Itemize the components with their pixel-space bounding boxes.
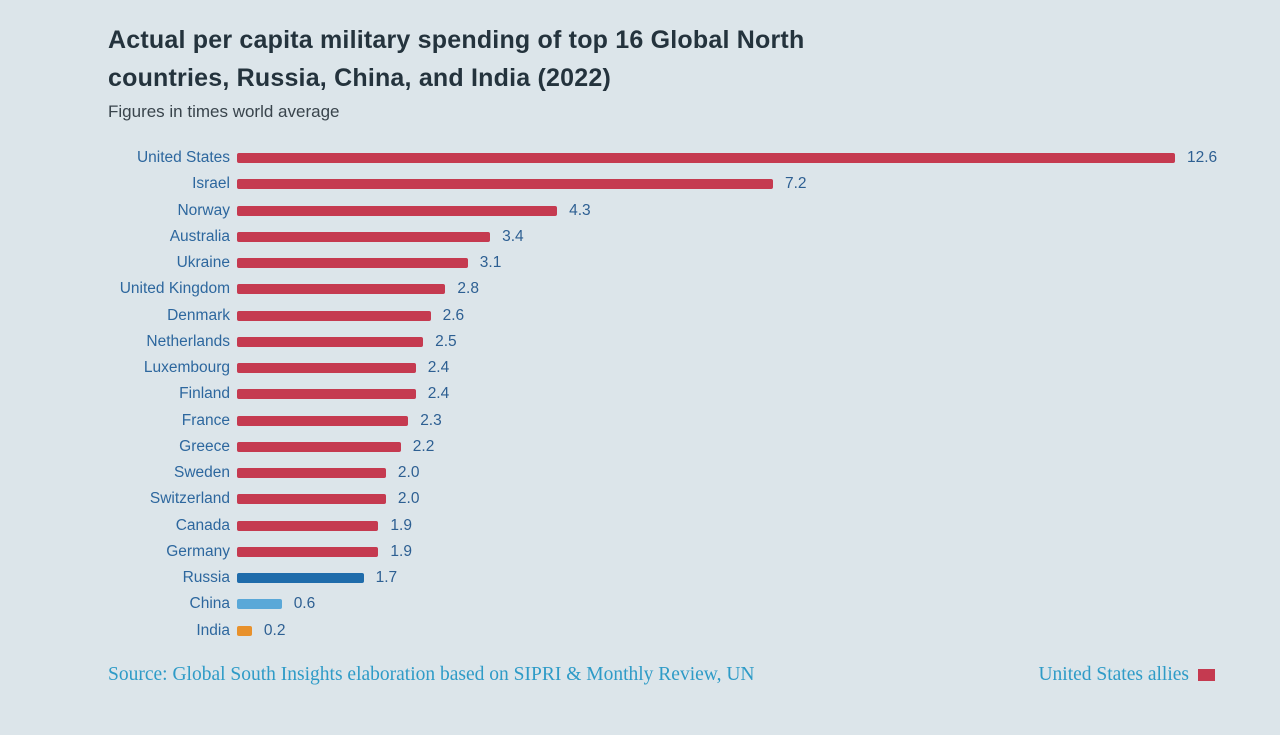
country-label: United Kingdom — [119, 280, 230, 298]
country-label: Canada — [175, 516, 230, 534]
value-label: 1.9 — [390, 542, 412, 560]
value-label: 3.1 — [479, 254, 502, 272]
chart-row: Netherlands 2.5 — [100, 329, 1217, 355]
country-label: Ukraine — [176, 254, 230, 272]
value-label: 2.0 — [397, 490, 420, 508]
bar — [237, 494, 386, 505]
chart-row: France 2.3 — [100, 408, 1217, 434]
bar — [237, 599, 282, 610]
value-label: 1.7 — [375, 569, 398, 587]
country-label: Denmark — [167, 306, 230, 324]
value-label: 0.2 — [263, 621, 286, 639]
chart-header: Actual per capita military spending of t… — [108, 21, 804, 122]
chart-title-line2: countries, Russia, China, and India (202… — [108, 64, 611, 92]
chart-row: Germany 1.9 — [100, 539, 1217, 565]
source-note: Source: Global South Insights elaboratio… — [108, 664, 755, 685]
bar — [237, 231, 491, 242]
bar — [237, 153, 1175, 164]
bar — [237, 363, 416, 374]
bar — [237, 258, 468, 269]
value-label: 2.0 — [397, 464, 420, 482]
chart-row: Finland 2.4 — [100, 381, 1217, 407]
chart-row: Ukraine 3.1 — [100, 250, 1217, 276]
bar — [237, 625, 252, 636]
bar — [237, 179, 773, 190]
country-label: Luxembourg — [143, 359, 230, 377]
bar — [237, 310, 431, 321]
bar — [237, 468, 386, 479]
chart-subtitle: Figures in times world average — [108, 102, 340, 121]
chart-row: Luxembourg 2.4 — [100, 355, 1217, 381]
chart-row: Australia 3.4 — [100, 224, 1217, 250]
chart-row: Norway 4.3 — [100, 198, 1217, 224]
country-label: Switzerland — [149, 490, 230, 508]
country-label: Germany — [166, 542, 230, 560]
country-label: Sweden — [173, 464, 230, 482]
bar — [237, 546, 379, 557]
country-label: Finland — [179, 385, 230, 403]
country-label: Norway — [177, 201, 230, 219]
chart-row: Canada 1.9 — [100, 513, 1217, 539]
legend-swatch — [1198, 669, 1215, 681]
bar — [237, 336, 424, 347]
value-label: 4.3 — [569, 201, 591, 219]
country-label: France — [181, 411, 230, 429]
legend-label: United States allies — [1038, 664, 1189, 685]
country-label: Greece — [179, 437, 230, 455]
chart-row: Denmark 2.6 — [100, 303, 1217, 329]
chart-row: Russia 1.7 — [100, 565, 1217, 591]
country-label: United States — [136, 149, 230, 167]
value-label: 2.4 — [427, 359, 450, 377]
chart-row: Switzerland 2.0 — [100, 486, 1217, 512]
bar — [237, 389, 416, 400]
value-label: 2.5 — [435, 332, 457, 350]
country-label: Netherlands — [146, 332, 230, 350]
country-label: India — [196, 621, 230, 639]
value-label: 7.2 — [785, 175, 807, 193]
chart-row: United States 12.6 — [100, 145, 1217, 171]
country-label: Russia — [182, 569, 230, 587]
value-label: 2.3 — [420, 411, 442, 429]
value-label: 2.6 — [442, 306, 465, 324]
country-label: Australia — [169, 227, 230, 245]
bar — [237, 205, 558, 216]
chart-row: India 0.2 — [100, 618, 1217, 644]
chart-row: United Kingdom 2.8 — [100, 276, 1217, 302]
value-label: 1.9 — [390, 516, 412, 534]
chart-row: Israel 7.2 — [100, 171, 1217, 197]
value-label: 12.6 — [1187, 149, 1218, 167]
bar — [237, 284, 446, 295]
value-label: 0.6 — [293, 595, 316, 613]
value-label: 3.4 — [502, 227, 524, 245]
country-label: Israel — [192, 175, 230, 193]
value-label: 2.2 — [412, 437, 435, 455]
chart-row: Sweden 2.0 — [100, 460, 1217, 486]
legend: United States allies — [1038, 664, 1215, 686]
chart-title-line1: Actual per capita military spending of t… — [108, 26, 805, 54]
country-label: China — [189, 595, 231, 613]
chart-rows: United States 12.6 Israel 7.2 Norway 4.3 Austr… — [100, 145, 1217, 644]
chart-row: China 0.6 — [100, 591, 1217, 617]
bar — [237, 520, 379, 531]
value-label: 2.8 — [457, 280, 479, 298]
bar — [237, 573, 364, 584]
value-label: 2.4 — [427, 385, 450, 403]
bar — [237, 441, 401, 452]
chart-row: Greece 2.2 — [100, 434, 1217, 460]
bar — [237, 415, 409, 426]
chart-title: Actual per capita military spending of t… — [108, 21, 804, 97]
